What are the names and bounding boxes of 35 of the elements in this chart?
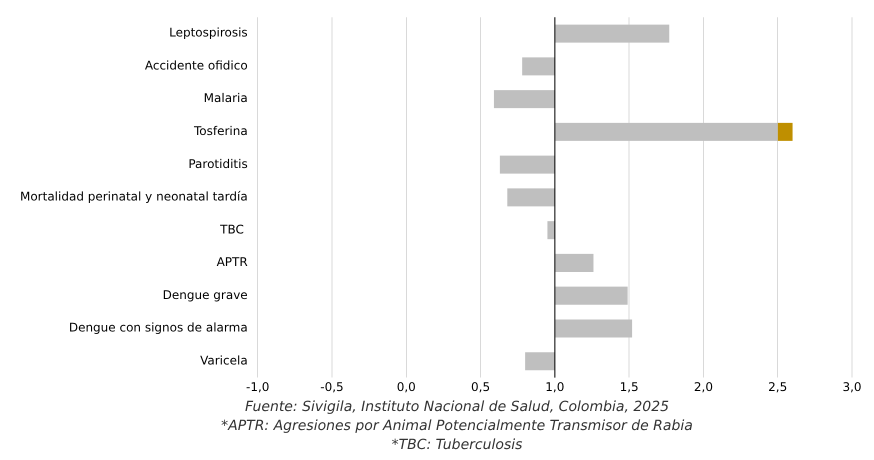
bar bbox=[547, 221, 555, 240]
bar bbox=[554, 254, 594, 272]
bar bbox=[554, 122, 778, 141]
y-tick-label: Dengue grave bbox=[162, 288, 248, 302]
source-note: Fuente: Sivigila, Instituto Nacional de Salud, Colombia, 2025 bbox=[244, 398, 670, 417]
x-tick-label: 3,0 bbox=[842, 380, 862, 394]
bar bbox=[500, 156, 555, 174]
bar bbox=[554, 24, 670, 43]
bar bbox=[522, 57, 555, 76]
y-tick-label: APTR bbox=[216, 255, 248, 270]
y-tick-label: Leptospirosis bbox=[169, 26, 248, 40]
y-tick-label: Tosferina bbox=[192, 124, 248, 138]
x-tick-label: 0,5 bbox=[471, 380, 490, 394]
x-tick-label: -1,0 bbox=[246, 380, 270, 394]
x-tick-label: -0,5 bbox=[320, 380, 344, 394]
x-tick-label: 2,5 bbox=[768, 380, 788, 394]
y-tick-label: Malaria bbox=[204, 91, 248, 106]
y-tick-label: TBC bbox=[219, 222, 248, 236]
x-tick-label: 1,0 bbox=[545, 380, 564, 394]
text: *APTR: Agresiones por Animal Potencialmente Transmisor de Rabia bbox=[220, 417, 694, 436]
bar bbox=[778, 122, 793, 141]
y-tick-label: Dengue con signos de alarma bbox=[68, 320, 248, 335]
y-tick-label: Accidente ofidico bbox=[144, 58, 248, 72]
y-tick-label: Parotiditis bbox=[188, 156, 248, 171]
bar bbox=[494, 90, 555, 108]
text: *TBC: Tuberculosis bbox=[390, 436, 524, 455]
x-tick-label: 0,0 bbox=[396, 380, 416, 394]
x-tick-label: 2,0 bbox=[694, 380, 713, 394]
x-tick-label: 1,5 bbox=[620, 380, 639, 394]
y-tick-label: Varicela bbox=[200, 353, 248, 368]
bar bbox=[507, 188, 555, 206]
bar bbox=[525, 352, 555, 370]
y-tick-label: Mortalidad perinatal y neonatal tardía bbox=[20, 190, 248, 204]
bar bbox=[554, 319, 632, 338]
bar bbox=[554, 286, 628, 305]
